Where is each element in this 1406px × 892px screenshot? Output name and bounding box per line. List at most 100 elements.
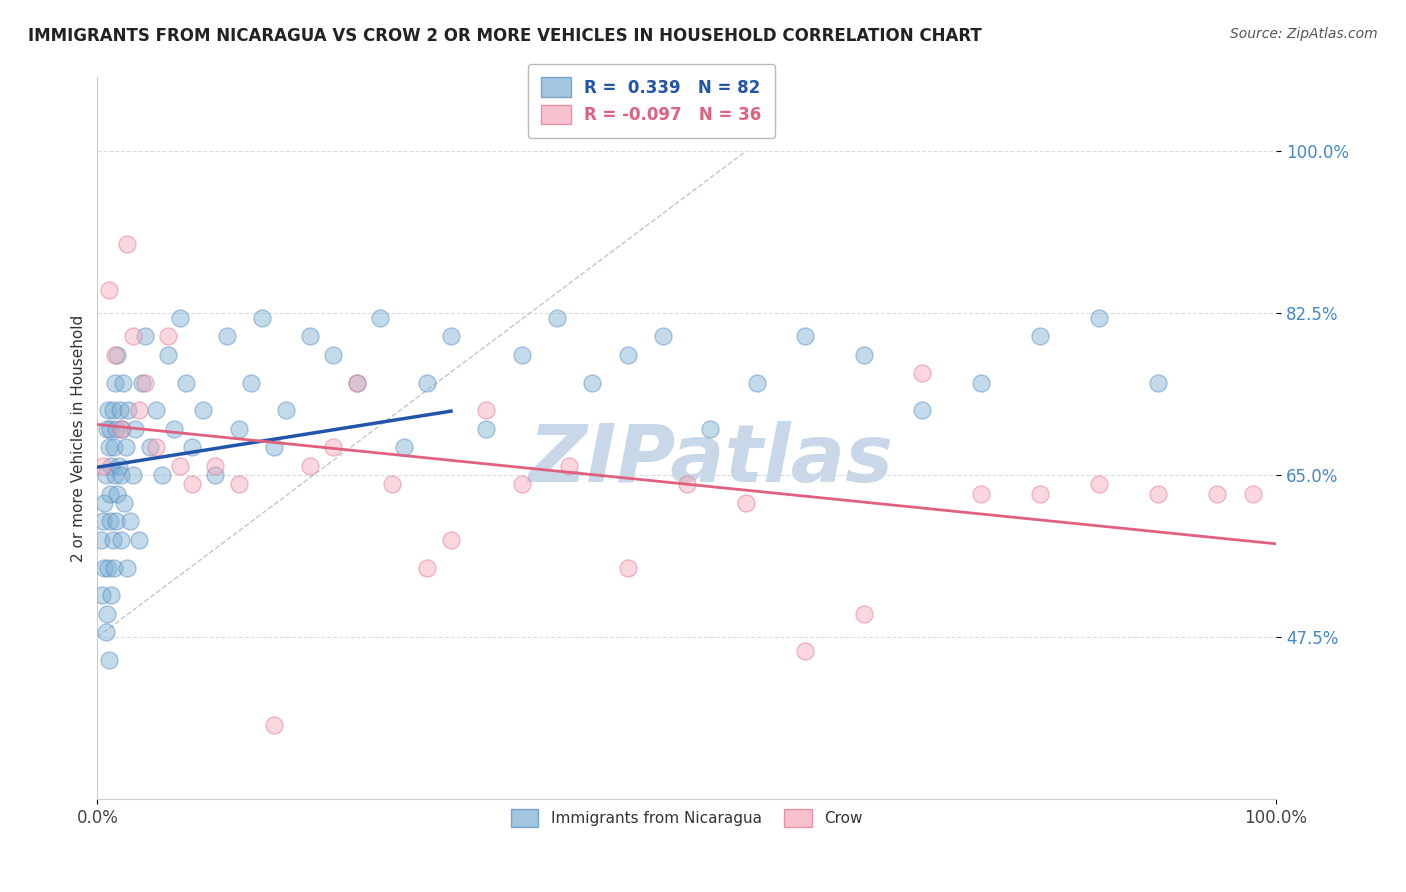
Point [392,441,415,455]
Point [263,441,285,455]
Point [108,403,131,417]
Point [117,403,139,417]
Point [91,458,114,473]
Point [120,514,142,528]
Point [124,422,146,436]
Point [852,607,875,621]
Point [322,348,344,362]
Point [1088,477,1111,491]
Point [204,458,226,473]
Point [115,560,138,574]
Point [675,477,697,491]
Point [157,329,180,343]
Point [128,533,150,547]
Point [970,376,993,390]
Point [793,644,815,658]
Point [617,560,640,574]
Point [215,329,238,343]
Point [416,376,439,390]
Point [747,376,769,390]
Point [98,486,121,500]
Point [98,422,121,436]
Point [134,329,156,343]
Point [90,533,112,547]
Legend: Immigrants from Nicaragua, Crow: Immigrants from Nicaragua, Crow [503,802,870,835]
Point [1088,310,1111,325]
Point [131,376,153,390]
Point [346,376,368,390]
Point [546,310,568,325]
Point [101,403,124,417]
Point [274,403,297,417]
Point [93,560,115,574]
Point [105,486,128,500]
Point [475,403,498,417]
Point [157,348,180,362]
Point [98,441,121,455]
Point [100,588,122,602]
Point [440,329,463,343]
Point [440,533,463,547]
Y-axis label: 2 or more Vehicles in Household: 2 or more Vehicles in Household [72,315,86,562]
Point [91,514,114,528]
Point [114,496,136,510]
Point [145,403,167,417]
Point [104,348,127,362]
Point [98,653,121,667]
Point [107,458,129,473]
Point [103,441,125,455]
Point [228,422,250,436]
Point [252,310,274,325]
Point [96,607,118,621]
Point [150,468,173,483]
Point [558,458,581,473]
Point [911,367,934,381]
Point [734,496,756,510]
Point [911,403,934,417]
Point [104,376,127,390]
Point [98,283,121,297]
Point [93,496,115,510]
Text: IMMIGRANTS FROM NICARAGUA VS CROW 2 OR MORE VEHICLES IN HOUSEHOLD CORRELATION CH: IMMIGRANTS FROM NICARAGUA VS CROW 2 OR M… [28,27,981,45]
Point [322,441,344,455]
Point [98,514,121,528]
Point [180,441,202,455]
Point [111,422,134,436]
Point [510,477,533,491]
Point [852,348,875,362]
Point [652,329,675,343]
Point [121,329,143,343]
Point [103,560,125,574]
Point [105,514,128,528]
Point [1029,329,1052,343]
Point [105,422,128,436]
Point [97,560,120,574]
Point [180,477,202,491]
Point [169,458,191,473]
Point [1241,486,1264,500]
Point [114,441,136,455]
Point [105,348,128,362]
Point [346,376,368,390]
Point [101,533,124,547]
Point [110,468,132,483]
Point [699,422,721,436]
Point [94,468,117,483]
Point [1029,486,1052,500]
Point [112,376,135,390]
Text: ZIPatlas: ZIPatlas [527,421,893,499]
Point [970,486,993,500]
Point [298,458,321,473]
Point [104,468,127,483]
Point [110,422,132,436]
Point [97,403,120,417]
Point [145,441,167,455]
Point [121,468,143,483]
Point [134,376,156,390]
Point [793,329,815,343]
Point [204,468,226,483]
Point [110,533,132,547]
Point [128,403,150,417]
Point [581,376,603,390]
Point [1147,376,1170,390]
